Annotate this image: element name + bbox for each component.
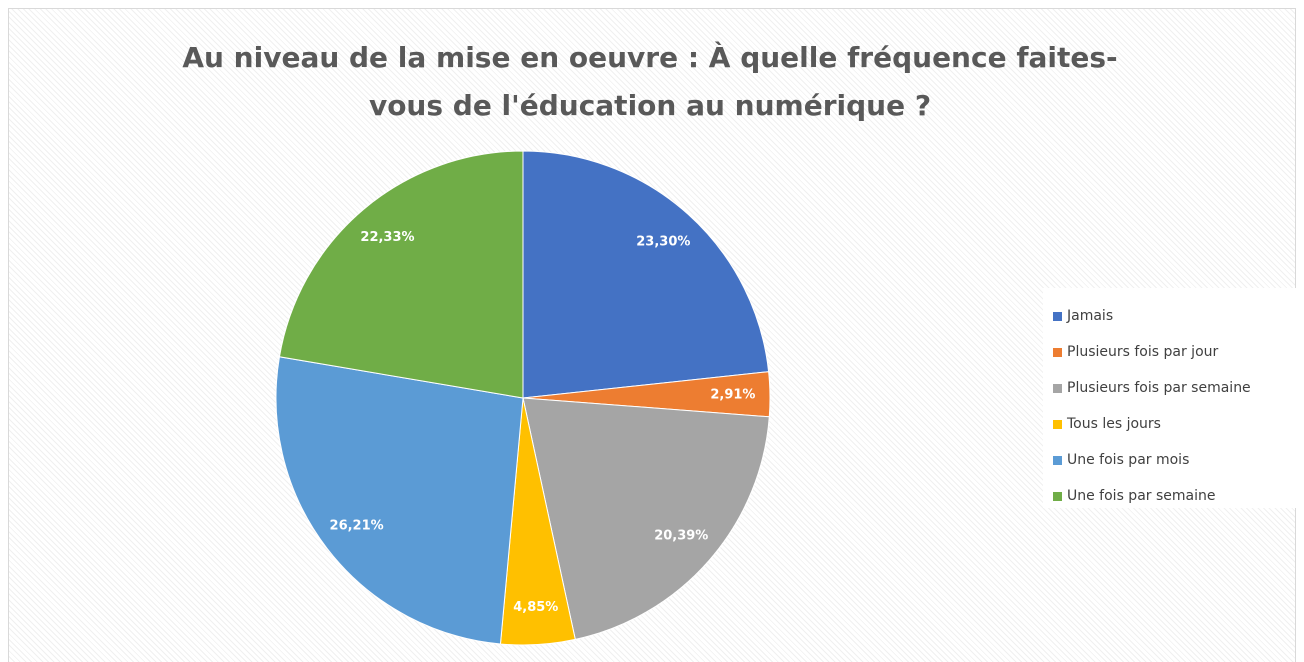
data-label: 22,33% bbox=[360, 230, 414, 245]
legend-label: Plusieurs fois par jour bbox=[1067, 344, 1219, 360]
data-label: 23,30% bbox=[636, 234, 690, 249]
legend-swatch bbox=[1053, 311, 1062, 321]
data-label: 4,85% bbox=[513, 600, 558, 615]
legend-label: Une fois par semaine bbox=[1067, 488, 1216, 504]
legend-item: Une fois par mois bbox=[1053, 442, 1297, 478]
legend-swatch bbox=[1053, 347, 1062, 357]
legend-item: Une fois par semaine bbox=[1053, 478, 1297, 514]
pie-slice bbox=[275, 356, 524, 645]
legend-swatch bbox=[1053, 383, 1062, 393]
legend-label: Une fois par mois bbox=[1067, 452, 1190, 468]
pie-slice bbox=[278, 150, 524, 399]
legend-item: Plusieurs fois par semaine bbox=[1053, 370, 1297, 406]
data-label: 2,91% bbox=[710, 387, 755, 402]
legend-label: Tous les jours bbox=[1067, 416, 1161, 432]
legend-label: Jamais bbox=[1067, 308, 1114, 324]
legend-swatch bbox=[1053, 419, 1062, 429]
data-label: 26,21% bbox=[330, 519, 384, 534]
legend-item: Tous les jours bbox=[1053, 406, 1297, 442]
pie-slice bbox=[522, 397, 770, 640]
legend-swatch bbox=[1053, 491, 1062, 501]
legend: Jamais Plusieurs fois par jour Plusieurs f… bbox=[1043, 288, 1297, 508]
data-label: 20,39% bbox=[654, 528, 708, 543]
legend-swatch bbox=[1053, 455, 1062, 465]
legend-item: Plusieurs fois par jour bbox=[1053, 334, 1297, 370]
chart-title: Au niveau de la mise en oeuvre : À quell… bbox=[182, 41, 1118, 122]
pie-slice bbox=[522, 150, 770, 399]
legend-label: Plusieurs fois par semaine bbox=[1067, 380, 1251, 396]
legend-item: Jamais bbox=[1053, 298, 1297, 334]
